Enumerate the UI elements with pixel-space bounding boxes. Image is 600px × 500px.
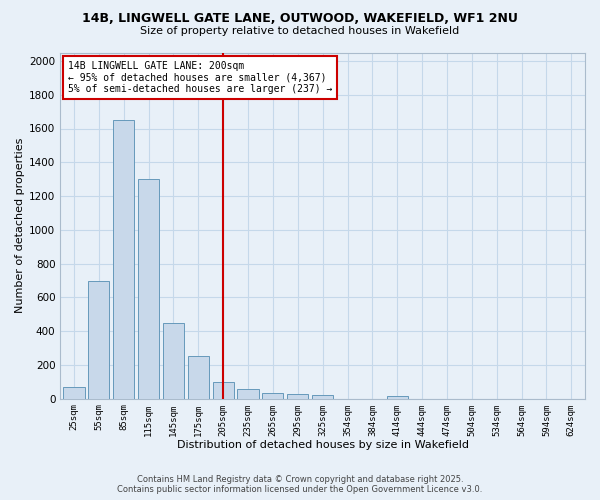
Bar [138,179,159,398]
Bar [287,394,308,398]
Bar [238,390,259,398]
Bar [212,382,234,398]
Text: Contains HM Land Registry data © Crown copyright and database right 2025.
Contai: Contains HM Land Registry data © Crown c… [118,474,482,494]
Bar [88,280,109,398]
Text: 14B, LINGWELL GATE LANE, OUTWOOD, WAKEFIELD, WF1 2NU: 14B, LINGWELL GATE LANE, OUTWOOD, WAKEFI… [82,12,518,26]
Text: Size of property relative to detached houses in Wakefield: Size of property relative to detached ho… [140,26,460,36]
Text: 14B LINGWELL GATE LANE: 200sqm
← 95% of detached houses are smaller (4,367)
5% o: 14B LINGWELL GATE LANE: 200sqm ← 95% of … [68,61,332,94]
Bar [163,322,184,398]
X-axis label: Distribution of detached houses by size in Wakefield: Distribution of detached houses by size … [176,440,469,450]
Bar [262,393,283,398]
Bar [113,120,134,398]
Y-axis label: Number of detached properties: Number of detached properties [15,138,25,314]
Bar [188,356,209,399]
Bar [312,396,333,398]
Bar [64,387,85,398]
Bar [386,396,408,398]
